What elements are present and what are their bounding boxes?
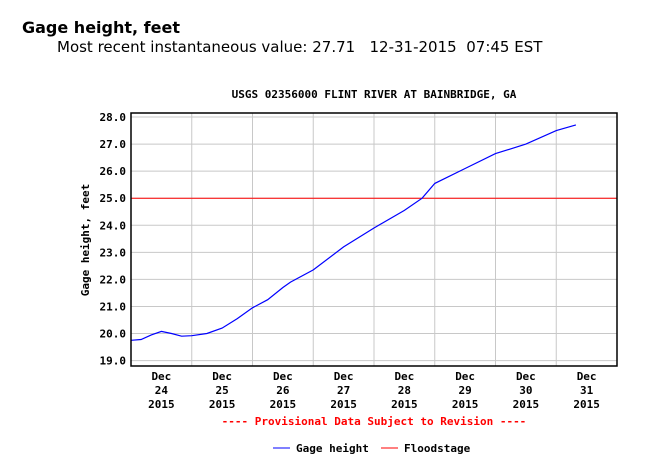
x-tick-label: 28: [398, 384, 411, 397]
x-tick-label: 2015: [330, 398, 357, 411]
x-tick-label: 2015: [148, 398, 175, 411]
chart-title: USGS 02356000 FLINT RIVER AT BAINBRIDGE,…: [232, 88, 517, 101]
x-tick-label: 2015: [452, 398, 479, 411]
page-title: Gage height, feet: [22, 18, 180, 37]
x-tick-label: Dec: [394, 370, 414, 383]
recent-value-line: Most recent instantaneous value: 27.71 1…: [57, 38, 542, 56]
legend-gage-label: Gage height: [296, 442, 369, 455]
y-axis-label: Gage height, feet: [79, 184, 92, 297]
legend-floodstage-label: Floodstage: [404, 442, 471, 455]
y-tick-label: 22.0: [100, 273, 127, 286]
x-tick-label: 29: [459, 384, 472, 397]
x-tick-label: 31: [580, 384, 594, 397]
y-tick-label: 19.0: [100, 355, 127, 368]
y-tick-label: 24.0: [100, 219, 127, 232]
x-tick-label: 2015: [513, 398, 540, 411]
y-tick-label: 27.0: [100, 138, 127, 151]
x-tick-label: 2015: [209, 398, 236, 411]
gage-height-line: [130, 124, 577, 341]
recent-value: 27.71: [312, 38, 356, 56]
x-tick-label: Dec: [151, 370, 171, 383]
x-tick-label: Dec: [212, 370, 232, 383]
x-tick-label: 30: [519, 384, 532, 397]
provisional-note: ---- Provisional Data Subject to Revisio…: [222, 415, 527, 428]
recent-time: 07:45 EST: [466, 38, 543, 56]
recent-value-label: Most recent instantaneous value:: [57, 38, 308, 56]
x-tick-label: 27: [337, 384, 350, 397]
x-tick-label: 2015: [573, 398, 600, 411]
y-tick-label: 23.0: [100, 246, 127, 259]
x-tick-label: Dec: [577, 370, 597, 383]
y-tick-label: 26.0: [100, 165, 127, 178]
x-tick-label: Dec: [334, 370, 354, 383]
y-tick-label: 25.0: [100, 192, 127, 205]
x-tick-label: Dec: [273, 370, 293, 383]
x-tick-label: 24: [155, 384, 169, 397]
x-tick-label: 26: [276, 384, 290, 397]
x-tick-label: 25: [216, 384, 229, 397]
x-tick-label: Dec: [516, 370, 536, 383]
x-tick-label: Dec: [455, 370, 475, 383]
y-tick-label: 20.0: [100, 328, 127, 341]
recent-date: 12-31-2015: [369, 38, 457, 56]
x-tick-label: 2015: [391, 398, 418, 411]
plot-frame: [130, 112, 618, 367]
y-tick-label: 21.0: [100, 300, 127, 313]
legend: Gage height Floodstage: [273, 442, 471, 455]
x-tick-label: 2015: [270, 398, 297, 411]
y-tick-label: 28.0: [100, 111, 127, 124]
